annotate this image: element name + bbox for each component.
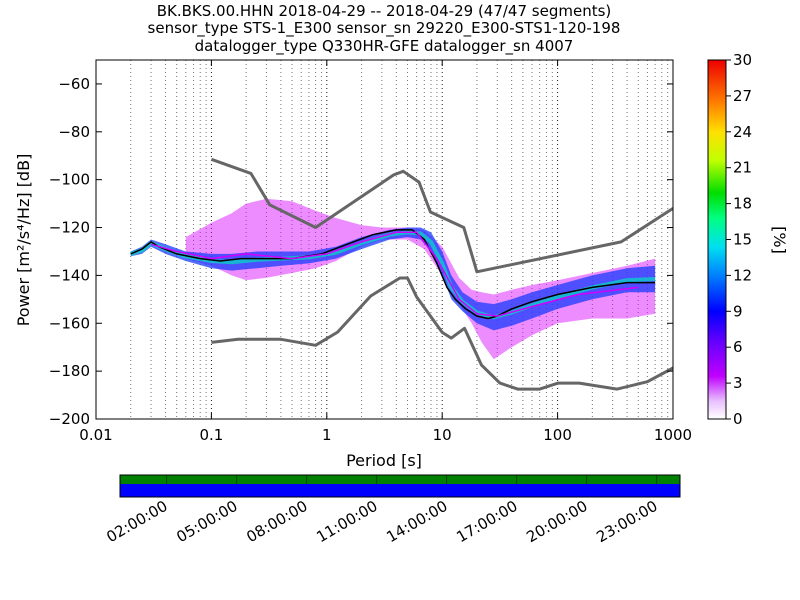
strip-time-label: 17:00:00 <box>453 497 520 546</box>
colorbar-tick-label: 18 <box>733 195 752 213</box>
x-tick-label: 100 <box>543 426 572 444</box>
x-axis: 0.01 0.1 1 10 100 1000 <box>79 60 692 444</box>
y-tick-label: −120 <box>49 219 90 237</box>
time-availability-strip: 02:00:00 05:00:00 08:00:00 11:00:00 14:00:00… <box>103 474 681 546</box>
title-line-2: sensor_type STS-1_E300 sensor_sn 29220_E… <box>148 19 621 38</box>
colorbar: 0 3 6 9 12 15 18 21 24 27 30 [%] <box>707 51 789 428</box>
series-line-high-noise-model <box>210 157 673 274</box>
strip-frame <box>119 474 681 498</box>
series-line-low-noise-model <box>211 276 673 391</box>
y-tick-label: −180 <box>49 362 90 380</box>
x-axis-label: Period [s] <box>346 451 422 470</box>
colorbar-tick-label: 21 <box>733 159 752 177</box>
colorbar-tick-label: 9 <box>733 302 743 320</box>
y-tick-label: −60 <box>58 75 90 93</box>
x-tick-label: 10 <box>433 426 452 444</box>
colorbar-gradient <box>707 59 727 420</box>
x-tick-label: 1 <box>322 426 332 444</box>
colorbar-tick-label: 30 <box>733 51 752 69</box>
y-tick-label: −200 <box>49 410 90 428</box>
y-tick-label: −100 <box>49 171 90 189</box>
strip-time-label: 02:00:00 <box>103 497 170 546</box>
strip-time-label: 20:00:00 <box>523 497 590 546</box>
x-tick-label: 0.1 <box>199 426 223 444</box>
series-line-mode <box>130 229 656 320</box>
noise-model-lines <box>130 157 673 391</box>
x-tick-label: 0.01 <box>79 426 112 444</box>
strip-time-label: 11:00:00 <box>313 497 380 546</box>
title-line-3: datalogger_type Q330HR-GFE datalogger_sn… <box>195 37 574 56</box>
colorbar-label: [%] <box>770 226 789 254</box>
colorbar-tick-label: 24 <box>733 123 752 141</box>
strip-row-psd-segments <box>120 484 680 497</box>
colorbar-tick-label: 6 <box>733 338 743 356</box>
y-tick-label: −80 <box>58 123 90 141</box>
colorbar-tick-label: 27 <box>733 87 752 105</box>
series-line-mean <box>150 231 639 317</box>
strip-row-data-availability <box>120 475 680 484</box>
colorbar-ticks: 0 3 6 9 12 15 18 21 24 27 30 <box>726 51 752 428</box>
chart-title: BK.BKS.00.HHN 2018-04-29 -- 2018-04-29 (… <box>148 2 621 56</box>
y-axis: −200 −180 −160 −140 −120 −100 −80 −60 <box>49 75 673 428</box>
strip-time-label: 05:00:00 <box>173 497 240 546</box>
colorbar-tick-label: 12 <box>733 266 752 284</box>
y-tick-label: −160 <box>49 314 90 332</box>
density-band-spread <box>185 198 656 360</box>
colorbar-tick-label: 0 <box>733 410 743 428</box>
colorbar-tick-label: 15 <box>733 231 752 249</box>
strip-time-label: 08:00:00 <box>243 497 310 546</box>
title-line-1: BK.BKS.00.HHN 2018-04-29 -- 2018-04-29 (… <box>157 2 612 20</box>
colorbar-tick-label: 3 <box>733 374 743 392</box>
y-tick-label: −140 <box>49 266 90 284</box>
x-tick-label: 1000 <box>654 426 692 444</box>
plot-frame <box>95 59 674 420</box>
strip-time-label: 14:00:00 <box>383 497 450 546</box>
y-axis-label: Power [m²/s⁴/Hz] [dB] <box>14 154 33 327</box>
strip-time-label: 23:00:00 <box>593 497 660 546</box>
